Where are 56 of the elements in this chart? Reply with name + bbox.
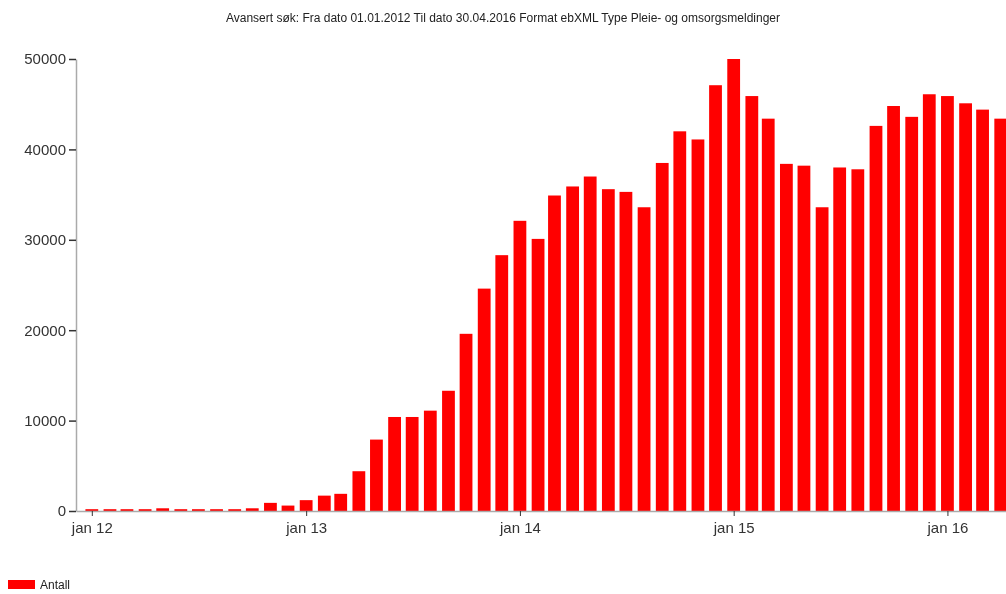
- bar: [922, 94, 936, 511]
- bar: [477, 288, 491, 511]
- x-tick-label: jan 14: [498, 518, 541, 536]
- bar: [459, 333, 473, 511]
- bar: [887, 106, 900, 511]
- bar: [619, 191, 633, 511]
- bar: [851, 169, 865, 511]
- bar: [994, 118, 1006, 511]
- bar: [583, 176, 597, 511]
- x-tick-label: jan 13: [285, 518, 328, 536]
- bar: [833, 167, 847, 511]
- bar: [976, 109, 989, 511]
- bar: [352, 471, 366, 511]
- bar: [655, 162, 669, 511]
- bar: [797, 165, 811, 511]
- bar: [691, 139, 705, 511]
- bar: [156, 508, 170, 511]
- bar: [264, 502, 277, 511]
- bar: [334, 493, 348, 511]
- bar: [727, 59, 741, 511]
- bar: [745, 96, 759, 511]
- legend-label: Antall: [40, 578, 71, 592]
- x-tick-label: jan 12: [70, 518, 113, 536]
- bar: [673, 131, 687, 511]
- bar: [423, 410, 437, 511]
- bar: [370, 439, 383, 511]
- y-tick-label: 10000: [24, 411, 66, 429]
- bar: [388, 416, 401, 511]
- chart-title: Avansert søk: Fra dato 01.01.2012 Til dato 30.04.2016 Format ebXML Type Pleie- og omsorgsmeldinger: [225, 11, 781, 25]
- bar: [905, 116, 919, 511]
- bar: [815, 207, 829, 511]
- bar: [245, 508, 259, 511]
- bar: [709, 85, 722, 511]
- y-tick-label: 50000: [24, 50, 66, 68]
- bar: [601, 189, 615, 511]
- x-tick-label: jan 16: [926, 518, 969, 536]
- x-tick-label: jan 15: [712, 518, 755, 536]
- bar: [548, 195, 561, 511]
- y-tick-label: 0: [57, 502, 66, 520]
- bar: [779, 163, 793, 511]
- y-tick-label: 40000: [24, 140, 66, 158]
- bar: [299, 500, 313, 511]
- bar: [959, 103, 972, 511]
- bar: [941, 96, 954, 511]
- bar: [566, 186, 580, 511]
- bar: [637, 207, 651, 511]
- bar: [442, 390, 455, 511]
- y-tick-label: 20000: [24, 321, 66, 339]
- bar: [513, 220, 527, 511]
- bar: [869, 125, 883, 511]
- bar: [405, 416, 419, 511]
- bar: [495, 255, 509, 511]
- y-tick-label: 30000: [24, 231, 66, 249]
- bar: [531, 238, 545, 511]
- bar: [761, 118, 775, 511]
- bar: [317, 495, 331, 511]
